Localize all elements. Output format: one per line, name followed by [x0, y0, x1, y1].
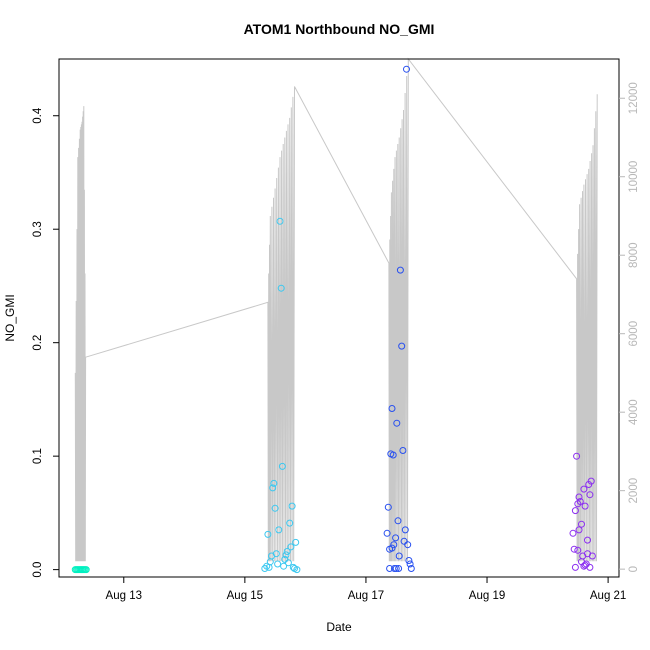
- data-point: [275, 526, 283, 534]
- data-point: [404, 541, 412, 549]
- right-tick-label: 10000: [628, 161, 640, 193]
- data-point: [261, 565, 269, 572]
- altitude-trace-layer: [74, 57, 598, 562]
- data-point: [288, 502, 296, 510]
- x-tick-label: Aug 15: [227, 590, 263, 602]
- x-tick-label: Aug 13: [106, 590, 142, 602]
- data-point: [284, 559, 292, 567]
- data-point: [405, 557, 413, 564]
- data-point: [406, 560, 414, 568]
- data-point: [569, 529, 577, 537]
- data-point: [581, 502, 589, 510]
- data-point: [293, 566, 301, 574]
- data-point: [575, 493, 583, 501]
- right-axis: 0 2000 4000 6000 8000 10000 12000: [619, 82, 640, 572]
- y-tick-label: 0.3: [32, 221, 44, 237]
- data-point: [287, 543, 295, 551]
- data-point: [278, 462, 286, 470]
- data-point: [270, 479, 278, 487]
- data-point: [394, 517, 402, 525]
- x-tick-label: Aug 21: [590, 590, 626, 602]
- y-axis-label: NO_GMI: [3, 294, 17, 341]
- x-tick-label: Aug 19: [469, 590, 505, 602]
- x-tick-label: Aug 17: [348, 590, 384, 602]
- y-axis: 0.0 0.1 0.2 0.3 0.4: [32, 107, 59, 578]
- plot-frame: [58, 58, 620, 578]
- y-tick-label: 0.1: [32, 448, 44, 464]
- data-point: [392, 534, 400, 542]
- data-point: [283, 548, 291, 555]
- x-axis-label: Date: [326, 620, 352, 634]
- data-point: [587, 477, 595, 485]
- data-point: [399, 447, 407, 454]
- data-point: [584, 550, 591, 558]
- data-point: [280, 562, 288, 570]
- data-point: [586, 491, 594, 499]
- data-point: [578, 520, 585, 528]
- data-point: [277, 284, 285, 292]
- data-point: [396, 266, 404, 274]
- right-tick-label: 2000: [628, 478, 640, 504]
- data-point: [574, 546, 582, 554]
- data-point: [573, 452, 581, 460]
- data-point: [392, 565, 400, 572]
- right-tick-label: 0: [628, 566, 640, 572]
- data-point: [388, 544, 396, 552]
- data-point: [274, 560, 282, 568]
- data-point: [403, 65, 410, 73]
- data-point: [390, 541, 398, 549]
- data-point: [570, 545, 578, 553]
- data-point: [389, 451, 397, 459]
- right-tick-label: 12000: [628, 82, 640, 114]
- y-tick-label: 0.0: [32, 562, 44, 578]
- x-axis: Aug 13 Aug 15 Aug 17 Aug 19 Aug 21: [106, 577, 626, 602]
- data-point: [401, 526, 409, 534]
- data-point: [398, 342, 406, 350]
- data-point: [575, 526, 583, 534]
- data-points-layer: [71, 65, 596, 574]
- data-point: [289, 563, 297, 571]
- data-point: [580, 485, 588, 493]
- right-tick-label: 4000: [628, 399, 640, 425]
- data-point: [282, 551, 290, 559]
- data-point: [276, 217, 284, 225]
- data-point: [584, 536, 591, 544]
- right-tick-label: 6000: [628, 321, 640, 347]
- data-point: [407, 565, 415, 572]
- data-point: [393, 419, 401, 427]
- data-point: [384, 503, 392, 511]
- y-tick-label: 0.4: [32, 107, 44, 124]
- y-tick-label: 0.2: [32, 335, 44, 351]
- data-point: [571, 507, 579, 515]
- data-point: [82, 566, 90, 574]
- data-point: [264, 530, 272, 538]
- chart-title: ATOM1 Northbound NO_GMI: [244, 21, 435, 37]
- data-point: [286, 519, 294, 527]
- altitude-trace-line: [74, 57, 598, 562]
- data-point: [395, 552, 403, 560]
- data-point: [571, 563, 579, 571]
- data-point: [271, 504, 279, 512]
- data-point: [269, 484, 277, 492]
- data-point: [388, 405, 396, 412]
- data-point: [272, 550, 280, 558]
- data-point: [383, 529, 391, 537]
- data-point: [386, 565, 394, 572]
- data-point: [395, 565, 403, 572]
- data-point: [292, 538, 300, 546]
- data-point: [576, 498, 584, 505]
- data-point: [586, 563, 594, 571]
- right-tick-label: 8000: [628, 242, 640, 268]
